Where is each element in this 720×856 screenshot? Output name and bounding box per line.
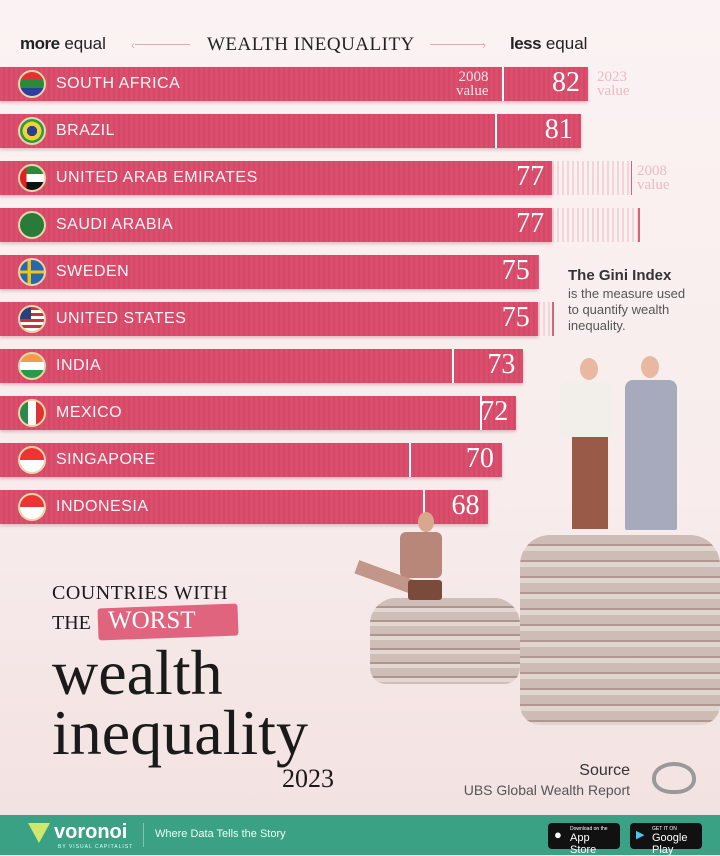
- infographic: more equal ‹ WEALTH INEQUALITY › less eq…: [0, 0, 720, 815]
- value-label-2023: 77: [516, 208, 545, 239]
- bar-mexico: MEXICO 72: [0, 396, 517, 430]
- play-icon: ▶: [636, 829, 645, 841]
- country-label: INDONESIA: [56, 498, 149, 515]
- flag-za-icon: [18, 70, 46, 98]
- footer-divider: [143, 823, 144, 847]
- bar-indonesia: INDONESIA 68: [0, 490, 488, 524]
- country-label: SWEDEN: [56, 263, 130, 280]
- right-arrow: [430, 44, 485, 45]
- google-play-button[interactable]: ▶ GET IT ON Google Play: [630, 823, 702, 856]
- country-label: UNITED ARAB EMIRATES: [56, 169, 258, 186]
- flag-in-icon: [18, 352, 46, 380]
- marker-2008-brazil: [494, 114, 497, 148]
- chart-title: WEALTH INEQUALITY: [207, 34, 415, 55]
- value-label-2023: 73: [487, 349, 516, 380]
- marker-2008-indonesia: [423, 490, 426, 524]
- flag-us-icon: [18, 305, 46, 333]
- left-arrow: [135, 44, 190, 45]
- flag-sa-icon: [18, 211, 46, 239]
- bar-india: INDIA 73: [0, 349, 524, 383]
- marker-2008-saudi-arabia: [638, 208, 640, 242]
- flag-se-icon: [18, 258, 46, 286]
- marker-2008-singapore: [408, 443, 411, 477]
- brand-sub: BY VISUAL CAPITALIST: [58, 844, 134, 850]
- bar-united-arab-emirates: UNITED ARAB EMIRATES 77: [0, 161, 553, 195]
- country-label: BRAZIL: [56, 122, 116, 139]
- country-label: SINGAPORE: [56, 451, 156, 468]
- apple-icon: ●: [554, 827, 562, 842]
- country-label: MEXICO: [56, 404, 123, 421]
- bar-sweden: SWEDEN 75: [0, 255, 538, 289]
- annotation-2008-value: 2008 value: [456, 69, 489, 99]
- marker-2008-united-arab-emirates: [630, 161, 633, 195]
- source-logo-icon: [652, 762, 696, 794]
- country-label: SOUTH AFRICA: [56, 75, 181, 92]
- flag-sg-icon: [18, 446, 46, 474]
- app-store-label: App Store: [570, 832, 597, 856]
- value-label-2023: 70: [465, 443, 494, 474]
- flag-br-icon: [18, 117, 46, 145]
- title-year: 2023: [282, 764, 334, 793]
- bar-singapore: SINGAPORE 70: [0, 443, 502, 477]
- marker-2008-india: [451, 349, 454, 383]
- marker-2008-sweden: [537, 255, 540, 289]
- left-arrow-head: ‹: [131, 38, 135, 52]
- more-equal-label: more equal: [20, 34, 106, 53]
- bar-brazil: BRAZIL 81: [0, 114, 581, 148]
- source-label: Source: [579, 762, 630, 779]
- app-store-button[interactable]: ● Download on the App Store: [548, 823, 620, 856]
- flag-mx-icon: [18, 399, 46, 427]
- right-arrow-head: ›: [482, 38, 486, 52]
- value-label-2023: 81: [544, 114, 573, 145]
- source-name: UBS Global Wealth Report: [463, 782, 630, 798]
- less-equal-label: less equal: [510, 34, 588, 53]
- annotation-2008-value-outside: 2008 value: [637, 163, 670, 193]
- voronoi-logo-icon: [28, 823, 50, 843]
- value-label-2023: 82: [551, 67, 580, 98]
- marker-2008-mexico: [480, 396, 483, 430]
- value-label-2023: 72: [480, 396, 509, 427]
- title-the: THE: [52, 612, 91, 634]
- country-label: SAUDI ARABIA: [56, 216, 174, 233]
- value-label-2023: 75: [501, 255, 530, 286]
- value-label-2023: 75: [501, 302, 530, 333]
- brand-name[interactable]: voronoi: [54, 821, 128, 843]
- country-label: UNITED STATES: [56, 310, 187, 327]
- google-play-label: Google Play: [652, 832, 688, 856]
- bar-south-africa: SOUTH AFRICA 82: [0, 67, 588, 101]
- title-line1: COUNTRIES WITH: [52, 582, 229, 604]
- bar-gap-united-states: [537, 302, 553, 336]
- bar-saudi-arabia: SAUDI ARABIA 77: [0, 208, 553, 242]
- footer: voronoi BY VISUAL CAPITALIST Where Data …: [0, 815, 720, 856]
- gini-heading: The Gini Index: [568, 267, 672, 284]
- marker-2008-united-states: [552, 302, 554, 336]
- flag-id-icon: [18, 493, 46, 521]
- app-store-small: Download on the: [570, 826, 608, 832]
- bar-gap-united-arab-emirates: [552, 161, 631, 195]
- title-highlight: WORST: [108, 607, 196, 634]
- annotation-2023-value: 2023 value: [597, 69, 630, 99]
- country-label: INDIA: [56, 357, 102, 374]
- bar-united-states: UNITED STATES 75: [0, 302, 538, 336]
- google-play-small: GET IT ON: [652, 826, 677, 832]
- gini-description: is the measure used to quantify wealth i…: [568, 286, 686, 333]
- marker-2008-south-africa: [501, 67, 504, 101]
- bar-gap-saudi-arabia: [552, 208, 639, 242]
- title-inequality: inequality: [52, 697, 308, 768]
- flag-ae-icon: [18, 164, 46, 192]
- tagline: Where Data Tells the Story: [155, 828, 286, 840]
- title-wealth: wealth: [52, 637, 223, 708]
- value-label-2023: 68: [451, 490, 480, 521]
- value-label-2023: 77: [516, 161, 545, 192]
